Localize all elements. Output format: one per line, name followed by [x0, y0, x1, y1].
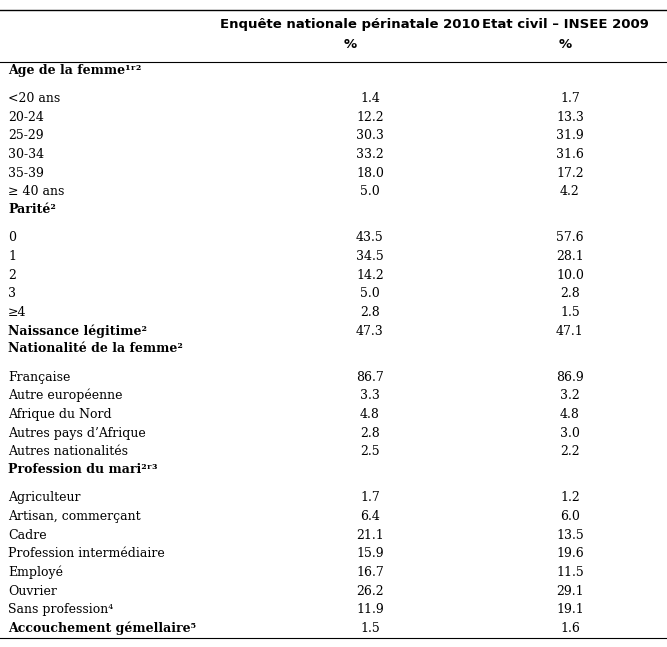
Text: Accouchement gémellaire⁵: Accouchement gémellaire⁵: [8, 622, 196, 635]
Text: %: %: [558, 38, 572, 51]
Text: 11.5: 11.5: [556, 566, 584, 579]
Text: 3.2: 3.2: [560, 389, 580, 402]
Text: 18.0: 18.0: [356, 167, 384, 180]
Text: Profession intermédiaire: Profession intermédiaire: [8, 547, 165, 560]
Text: Autres nationalités: Autres nationalités: [8, 445, 128, 458]
Text: 14.2: 14.2: [356, 269, 384, 281]
Text: 30-34: 30-34: [8, 148, 44, 161]
Text: 17.2: 17.2: [556, 167, 584, 180]
Text: 3: 3: [8, 287, 16, 300]
Text: 3.3: 3.3: [360, 389, 380, 402]
Text: 5.0: 5.0: [360, 186, 380, 199]
Text: ≥4: ≥4: [8, 306, 27, 319]
Text: 11.9: 11.9: [356, 604, 384, 617]
Text: 29.1: 29.1: [556, 585, 584, 598]
Text: Profession du mari²ʳ³: Profession du mari²ʳ³: [8, 463, 157, 476]
Text: 2: 2: [8, 269, 16, 281]
Text: 47.3: 47.3: [356, 325, 384, 338]
Text: 86.9: 86.9: [556, 371, 584, 384]
Text: 2.8: 2.8: [560, 287, 580, 300]
Text: 25-29: 25-29: [8, 129, 43, 142]
Text: 16.7: 16.7: [356, 566, 384, 579]
Text: 31.6: 31.6: [556, 148, 584, 161]
Text: Autre européenne: Autre européenne: [8, 389, 123, 402]
Text: 20-24: 20-24: [8, 111, 44, 124]
Text: Afrique du Nord: Afrique du Nord: [8, 408, 111, 421]
Text: 2.5: 2.5: [360, 445, 380, 458]
Text: Autres pays d’Afrique: Autres pays d’Afrique: [8, 426, 146, 440]
Text: Française: Française: [8, 371, 71, 384]
Text: 2.2: 2.2: [560, 445, 580, 458]
Text: %: %: [344, 38, 357, 51]
Text: 1.5: 1.5: [560, 306, 580, 319]
Text: 5.0: 5.0: [360, 287, 380, 300]
Text: 28.1: 28.1: [556, 250, 584, 263]
Text: 1.2: 1.2: [560, 491, 580, 504]
Text: 10.0: 10.0: [556, 269, 584, 281]
Text: 13.5: 13.5: [556, 529, 584, 542]
Text: 1.7: 1.7: [360, 491, 380, 504]
Text: <20 ans: <20 ans: [8, 92, 60, 105]
Text: 31.9: 31.9: [556, 129, 584, 142]
Text: Etat civil – INSEE 2009: Etat civil – INSEE 2009: [482, 18, 648, 31]
Text: 1.6: 1.6: [560, 622, 580, 635]
Text: 15.9: 15.9: [356, 547, 384, 560]
Text: 47.1: 47.1: [556, 325, 584, 338]
Text: 2.8: 2.8: [360, 426, 380, 440]
Text: 1.7: 1.7: [560, 92, 580, 105]
Text: Enquête nationale périnatale 2010: Enquête nationale périnatale 2010: [220, 18, 480, 31]
Text: 3.0: 3.0: [560, 426, 580, 440]
Text: Sans profession⁴: Sans profession⁴: [8, 604, 113, 617]
Text: Agriculteur: Agriculteur: [8, 491, 81, 504]
Text: Nationalité de la femme²: Nationalité de la femme²: [8, 342, 183, 355]
Text: 1.5: 1.5: [360, 622, 380, 635]
Text: 1.4: 1.4: [360, 92, 380, 105]
Text: Ouvrier: Ouvrier: [8, 585, 57, 598]
Text: 13.3: 13.3: [556, 111, 584, 124]
Text: Artisan, commerçant: Artisan, commerçant: [8, 510, 141, 523]
Text: 33.2: 33.2: [356, 148, 384, 161]
Text: 35-39: 35-39: [8, 167, 44, 180]
Text: 43.5: 43.5: [356, 231, 384, 244]
Text: 6.0: 6.0: [560, 510, 580, 523]
Text: Cadre: Cadre: [8, 529, 47, 542]
Text: Employé: Employé: [8, 565, 63, 579]
Text: 19.1: 19.1: [556, 604, 584, 617]
Text: 57.6: 57.6: [556, 231, 584, 244]
Text: 2.8: 2.8: [360, 306, 380, 319]
Text: 34.5: 34.5: [356, 250, 384, 263]
Text: 30.3: 30.3: [356, 129, 384, 142]
Text: 26.2: 26.2: [356, 585, 384, 598]
Text: 1: 1: [8, 250, 16, 263]
Text: ≥ 40 ans: ≥ 40 ans: [8, 186, 65, 199]
Text: 86.7: 86.7: [356, 371, 384, 384]
Text: 0: 0: [8, 231, 16, 244]
Text: Naissance légitime²: Naissance légitime²: [8, 325, 147, 338]
Text: 4.8: 4.8: [560, 408, 580, 421]
Text: 4.8: 4.8: [360, 408, 380, 421]
Text: 12.2: 12.2: [356, 111, 384, 124]
Text: Age de la femme¹ʳ²: Age de la femme¹ʳ²: [8, 63, 141, 76]
Text: 4.2: 4.2: [560, 186, 580, 199]
Text: 6.4: 6.4: [360, 510, 380, 523]
Text: 19.6: 19.6: [556, 547, 584, 560]
Text: Parité²: Parité²: [8, 203, 56, 216]
Text: 21.1: 21.1: [356, 529, 384, 542]
